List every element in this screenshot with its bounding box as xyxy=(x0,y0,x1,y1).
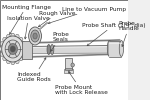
Text: Probe Mount
with Lock Release: Probe Mount with Lock Release xyxy=(55,72,108,95)
Circle shape xyxy=(19,56,23,61)
Bar xyxy=(64,69,68,73)
Circle shape xyxy=(7,59,10,64)
Circle shape xyxy=(0,42,4,46)
Circle shape xyxy=(71,63,74,67)
Circle shape xyxy=(0,47,3,51)
Circle shape xyxy=(2,36,24,62)
Text: Probe
Handle: Probe Handle xyxy=(119,21,140,46)
Ellipse shape xyxy=(50,44,54,54)
Ellipse shape xyxy=(47,44,50,54)
Circle shape xyxy=(19,37,23,42)
Bar xyxy=(69,69,73,73)
Text: Line to Vacuum Pump: Line to Vacuum Pump xyxy=(48,6,126,24)
Bar xyxy=(65,58,72,70)
Circle shape xyxy=(10,46,15,52)
Bar xyxy=(22,41,32,59)
Polygon shape xyxy=(28,46,120,54)
Circle shape xyxy=(3,56,7,61)
Text: Isolation Valve: Isolation Valve xyxy=(7,16,50,39)
Bar xyxy=(22,41,32,59)
Circle shape xyxy=(15,59,19,64)
Text: Indexed
Guide Rods: Indexed Guide Rods xyxy=(17,58,51,82)
Bar xyxy=(109,40,121,56)
Circle shape xyxy=(8,44,18,54)
Text: Mounting Flange: Mounting Flange xyxy=(2,4,51,34)
Circle shape xyxy=(15,34,19,39)
Ellipse shape xyxy=(31,30,39,42)
Ellipse shape xyxy=(29,27,41,45)
Circle shape xyxy=(22,52,25,56)
Ellipse shape xyxy=(119,40,123,56)
Text: Probe Shaft (1/4" dia): Probe Shaft (1/4" dia) xyxy=(82,22,146,46)
Circle shape xyxy=(0,52,4,56)
Circle shape xyxy=(3,37,7,42)
Circle shape xyxy=(7,34,10,39)
Ellipse shape xyxy=(107,40,112,56)
Circle shape xyxy=(5,40,21,58)
Text: Probe
Seals: Probe Seals xyxy=(51,32,69,51)
Circle shape xyxy=(11,60,15,65)
Ellipse shape xyxy=(33,33,37,39)
Text: Rough Valve: Rough Valve xyxy=(38,10,76,27)
Circle shape xyxy=(22,42,25,46)
Circle shape xyxy=(11,33,15,38)
Circle shape xyxy=(22,47,26,51)
Bar xyxy=(65,68,72,70)
